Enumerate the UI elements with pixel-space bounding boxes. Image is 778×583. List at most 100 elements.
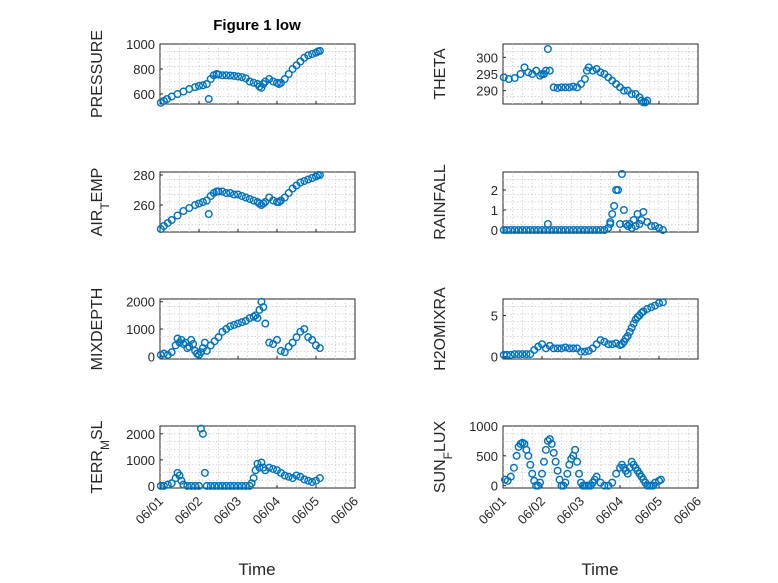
data-point	[259, 199, 268, 208]
data-point	[606, 217, 615, 226]
y-tick-label: 290	[476, 84, 498, 99]
data-point	[288, 338, 297, 347]
data-point	[259, 303, 268, 312]
data-point	[308, 335, 317, 344]
data-point	[623, 221, 632, 230]
data-point	[509, 463, 518, 472]
y-tick-label: 260	[133, 198, 155, 213]
data-point	[647, 303, 656, 312]
data-point	[510, 225, 519, 234]
data-point	[214, 70, 223, 79]
data-point	[194, 81, 203, 90]
data-point	[561, 225, 570, 234]
data-point	[592, 225, 601, 234]
data-point	[541, 445, 550, 454]
data-point	[187, 481, 196, 490]
data-point	[557, 83, 566, 92]
data-point	[625, 327, 634, 336]
y-axis-label: SUNFLUX	[432, 421, 455, 494]
data-point	[571, 445, 580, 454]
data-point	[230, 71, 239, 80]
data-point	[300, 176, 309, 185]
data-point	[506, 225, 515, 234]
data-point	[206, 481, 215, 490]
data-point	[553, 83, 562, 92]
subplot-1: 600 800 1000 PRESSURE	[89, 30, 356, 118]
data-point	[210, 481, 219, 490]
subplot-8: 0 500 1000 06/01 06/02 06/03 06/04 06/05 06/06 SU…	[432, 419, 704, 527]
y-tick-label: 295	[476, 67, 498, 82]
y-axis-label: PRESSURE	[89, 30, 106, 118]
data-point	[315, 46, 324, 55]
data-point	[274, 197, 283, 206]
data-point	[226, 188, 235, 197]
data-point	[510, 73, 519, 82]
data-point	[175, 471, 184, 480]
data-point	[233, 72, 242, 81]
data-point	[553, 225, 562, 234]
y-axis-label: H2OMIXRA	[432, 287, 449, 371]
data-point	[247, 479, 256, 488]
data-point	[214, 333, 223, 342]
y-tick-label: 800	[133, 62, 155, 77]
data-point	[177, 476, 186, 485]
data-point	[284, 472, 293, 481]
data-point	[647, 221, 656, 230]
data-point	[557, 225, 566, 234]
data-point	[167, 215, 176, 224]
y-tick-label: 0	[491, 223, 498, 238]
data-point	[506, 472, 515, 481]
data-point	[577, 225, 586, 234]
subplot-5: 0 1000 2000 MIXDEPTH	[89, 288, 356, 370]
data-point	[167, 479, 176, 488]
data-point	[619, 86, 628, 95]
data-point	[643, 96, 652, 105]
data-point	[543, 45, 552, 54]
data-point	[237, 73, 246, 82]
data-point	[616, 219, 625, 228]
data-point	[600, 481, 609, 490]
data-point	[538, 469, 547, 478]
data-point	[253, 314, 262, 323]
y-tick-label: 500	[476, 449, 498, 464]
data-point	[304, 175, 313, 184]
x-tick-label: 06/02	[515, 494, 549, 528]
data-point	[230, 320, 239, 329]
data-point	[273, 335, 282, 344]
subplot-6: 0 5 H2OMIXRA	[432, 287, 699, 371]
data-point	[222, 481, 231, 490]
data-point	[536, 71, 545, 80]
data-point	[561, 478, 570, 487]
x-tick-label: 06/06	[328, 494, 362, 528]
data-point	[163, 480, 172, 489]
data-point	[233, 190, 242, 199]
data-point	[518, 350, 527, 359]
data-point	[167, 348, 176, 357]
data-point	[204, 94, 213, 103]
data-point	[588, 66, 597, 75]
data-point	[265, 338, 274, 347]
data-point	[557, 344, 566, 353]
data-point	[643, 304, 652, 313]
data-point	[608, 340, 617, 349]
x-tick-label: 06/06	[671, 494, 705, 528]
data-point	[191, 83, 200, 92]
data-point	[173, 211, 182, 220]
data-point	[506, 350, 515, 359]
data-point	[543, 219, 552, 228]
data-point	[222, 71, 231, 80]
data-point	[617, 169, 626, 178]
data-point	[230, 190, 239, 199]
data-point	[658, 298, 667, 307]
data-point	[241, 193, 250, 202]
data-point	[651, 221, 660, 230]
y-axis-label: AIRTEMP	[89, 168, 112, 237]
data-point	[502, 350, 511, 359]
data-point	[249, 474, 258, 483]
subplot-3: 260 280 AIRTEMP	[89, 168, 356, 237]
data-point	[194, 481, 203, 490]
data-point	[553, 344, 562, 353]
y-tick-label: 2000	[126, 295, 155, 310]
data-point	[600, 225, 609, 234]
data-point	[575, 469, 584, 478]
